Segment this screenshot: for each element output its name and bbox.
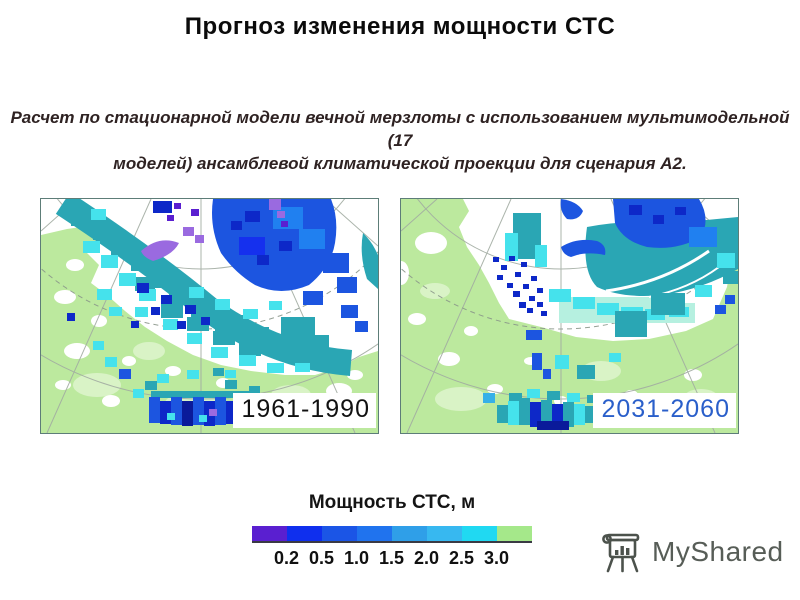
legend-tick-label: 2.5 [448, 548, 475, 568]
legend-tick-label: 0.5 [308, 548, 335, 568]
legend-tick-label: 1.0 [343, 548, 370, 568]
legend-color-segment [322, 526, 357, 541]
legend-tick-label: 0.2 [273, 548, 300, 568]
subtitle-line-2: моделей) ансамблевой климатической проек… [113, 154, 687, 173]
legend-color-segment [357, 526, 392, 541]
legend-tick-label: 2.0 [413, 548, 440, 568]
legend-ticks: 0.2 0.5 1.0 1.5 2.0 2.5 3.0 [269, 548, 515, 569]
legend-color-segment [392, 526, 427, 541]
map-1961-1990: 1961-1990 [40, 198, 379, 434]
legend-color-segment [427, 526, 462, 541]
slide-title: Прогноз изменения мощности СТС [184, 13, 616, 40]
legend-color-segment [462, 526, 497, 541]
myshared-watermark: MyShared [600, 527, 784, 577]
legend: Мощность СТС, м 0.2 0.5 1.0 1.5 2.0 2.5 3.0 [252, 492, 532, 568]
legend-tick-label: 1.5 [378, 548, 405, 568]
map-label-1961-1990: 1961-1990 [233, 393, 376, 428]
legend-colorbar [252, 526, 532, 543]
map-1961-1990-image [41, 199, 378, 433]
map-2031-2060: 2031-2060 [400, 198, 739, 434]
map-label-2031-2060: 2031-2060 [593, 393, 736, 428]
slide-subtitle: Расчет по стационарной модели вечной мер… [0, 106, 800, 175]
flipchart-icon [602, 533, 640, 573]
legend-color-segment [252, 526, 287, 541]
legend-tick-label: 3.0 [483, 548, 510, 568]
legend-title: Мощность СТС, м [308, 492, 476, 513]
myshared-logo-text: MyShared [652, 536, 784, 567]
subtitle-line-1: Расчет по стационарной модели вечной мер… [10, 108, 790, 150]
legend-color-segment [287, 526, 322, 541]
legend-color-segment [497, 526, 532, 541]
